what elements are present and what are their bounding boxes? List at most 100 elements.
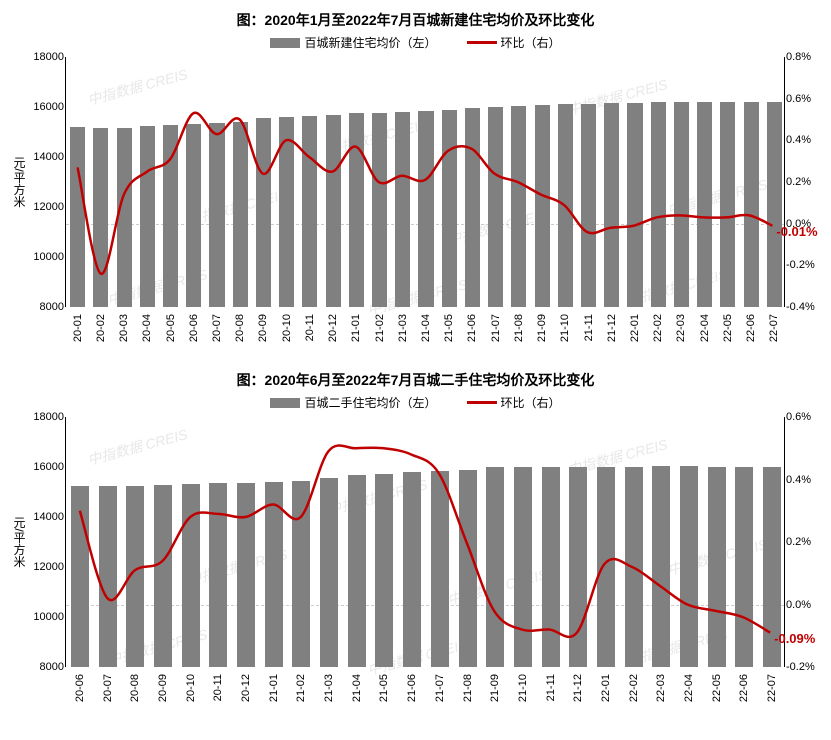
x-tick: 20-11: [304, 314, 316, 341]
y-right-tick: -0.2%: [786, 259, 826, 271]
x-tick: 21-12: [572, 674, 584, 702]
x-tick: 21-01: [350, 314, 362, 342]
legend-bar-swatch: [270, 38, 300, 48]
line-series: [78, 113, 773, 274]
y-left-tick: 12000: [26, 561, 64, 573]
x-tick: 22-07: [766, 674, 778, 702]
x-tick: 20-07: [102, 674, 114, 702]
legend-line-swatch: [467, 401, 497, 404]
x-tick: 20-09: [257, 314, 269, 342]
x-tick: 21-04: [351, 674, 363, 702]
x-tick: 22-05: [722, 314, 734, 342]
x-tick: 22-04: [683, 674, 695, 702]
chart-1-plot-area: 元/平方米 80001000012000140001600018000 -0.4…: [65, 57, 785, 307]
chart-2-end-label: -0.09%: [774, 631, 815, 646]
x-tick: 21-02: [295, 674, 307, 702]
x-tick: 20-07: [211, 314, 223, 342]
legend-line-label: 环比（右）: [501, 34, 561, 51]
legend-bar-label: 百城新建住宅均价（左）: [304, 34, 436, 51]
x-tick: 20-09: [157, 674, 169, 702]
x-tick: 20-06: [74, 674, 86, 702]
legend-line-swatch: [467, 41, 497, 44]
y-right-tick: 0.4%: [786, 134, 826, 146]
x-tick: 21-10: [517, 674, 529, 702]
y-left-tick: 10000: [26, 251, 64, 263]
x-tick: 21-04: [420, 314, 432, 342]
x-tick: 22-01: [629, 314, 641, 342]
y-left-tick: 16000: [26, 101, 64, 113]
x-tick: 21-06: [466, 314, 478, 342]
x-tick: 22-03: [655, 674, 667, 702]
legend-bar-item: 百城二手住宅均价（左）: [270, 394, 436, 411]
chart-2-legend: 百城二手住宅均价（左） 环比（右）: [10, 394, 821, 411]
x-tick: 20-01: [72, 314, 84, 342]
chart-1-y-axis-right: -0.4%-0.2%0.0%0.2%0.4%0.6%0.8%: [786, 57, 826, 307]
x-tick: 20-04: [141, 314, 153, 342]
x-tick: 21-05: [378, 674, 390, 702]
chart-2-y-axis-right: -0.2%0.0%0.2%0.4%0.6%: [786, 417, 826, 667]
legend-line-label: 环比（右）: [501, 394, 561, 411]
x-tick: 21-11: [583, 314, 595, 341]
y-right-tick: 0.2%: [786, 176, 826, 188]
x-tick: 22-01: [600, 674, 612, 702]
x-tick: 21-11: [545, 674, 557, 701]
x-tick: 22-06: [738, 674, 750, 702]
y-left-tick: 14000: [26, 511, 64, 523]
x-tick: 22-04: [699, 314, 711, 342]
x-tick: 22-02: [628, 674, 640, 702]
chart-2-x-axis: 20-0620-0720-0820-0920-1020-1120-1221-01…: [66, 670, 784, 715]
x-tick: 21-07: [490, 314, 502, 342]
legend-bar-swatch: [270, 398, 300, 408]
chart-1-container: 图：2020年1月至2022年7月百城新建住宅均价及环比变化 百城新建住宅均价（…: [10, 10, 821, 355]
y-left-tick: 8000: [26, 301, 64, 313]
x-tick: 21-10: [559, 314, 571, 342]
x-tick: 21-07: [434, 674, 446, 702]
x-tick: 21-03: [397, 314, 409, 342]
x-tick: 20-06: [188, 314, 200, 342]
y-left-tick: 14000: [26, 151, 64, 163]
y-right-tick: 0.0%: [786, 599, 826, 611]
chart-1-line: [66, 57, 784, 307]
x-tick: 20-12: [327, 314, 339, 342]
x-tick: 22-05: [711, 674, 723, 702]
y-right-tick: 0.4%: [786, 474, 826, 486]
x-tick: 20-08: [234, 314, 246, 342]
x-tick: 21-08: [513, 314, 525, 342]
y-left-tick: 10000: [26, 611, 64, 623]
y-left-tick: 18000: [26, 411, 64, 423]
chart-1-legend: 百城新建住宅均价（左） 环比（右）: [10, 34, 821, 51]
x-tick: 20-08: [129, 674, 141, 702]
x-tick: 20-03: [118, 314, 130, 342]
y-right-tick: 0.6%: [786, 411, 826, 423]
legend-line-item: 环比（右）: [467, 394, 561, 411]
x-tick: 21-08: [462, 674, 474, 702]
chart-2-container: 图：2020年6月至2022年7月百城二手住宅均价及环比变化 百城二手住宅均价（…: [10, 370, 821, 715]
x-tick: 20-12: [240, 674, 252, 702]
y-right-tick: 0.8%: [786, 51, 826, 63]
x-tick: 22-06: [745, 314, 757, 342]
chart-1-y-axis-left: 80001000012000140001600018000: [26, 57, 64, 307]
x-tick: 21-05: [443, 314, 455, 342]
y-right-tick: 0.2%: [786, 536, 826, 548]
x-tick: 21-09: [489, 674, 501, 702]
y-left-tick: 8000: [26, 661, 64, 673]
line-series: [80, 445, 770, 636]
x-tick: 22-07: [768, 314, 780, 342]
y-left-tick: 16000: [26, 461, 64, 473]
legend-line-item: 环比（右）: [467, 34, 561, 51]
chart-2-plot-area: 元/平方米 80001000012000140001600018000 -0.2…: [65, 417, 785, 667]
y-left-tick: 12000: [26, 201, 64, 213]
chart-1-end-label: -0.01%: [776, 224, 817, 239]
x-tick: 20-11: [212, 674, 224, 701]
x-tick: 22-02: [652, 314, 664, 342]
x-tick: 20-02: [95, 314, 107, 342]
x-tick: 20-05: [165, 314, 177, 342]
x-tick: 21-03: [323, 674, 335, 702]
x-tick: 20-10: [185, 674, 197, 702]
x-tick: 21-09: [536, 314, 548, 342]
legend-bar-label: 百城二手住宅均价（左）: [304, 394, 436, 411]
y-right-tick: 0.6%: [786, 93, 826, 105]
x-tick: 21-02: [374, 314, 386, 342]
chart-2-y-axis-left: 80001000012000140001600018000: [26, 417, 64, 667]
x-tick: 22-03: [675, 314, 687, 342]
